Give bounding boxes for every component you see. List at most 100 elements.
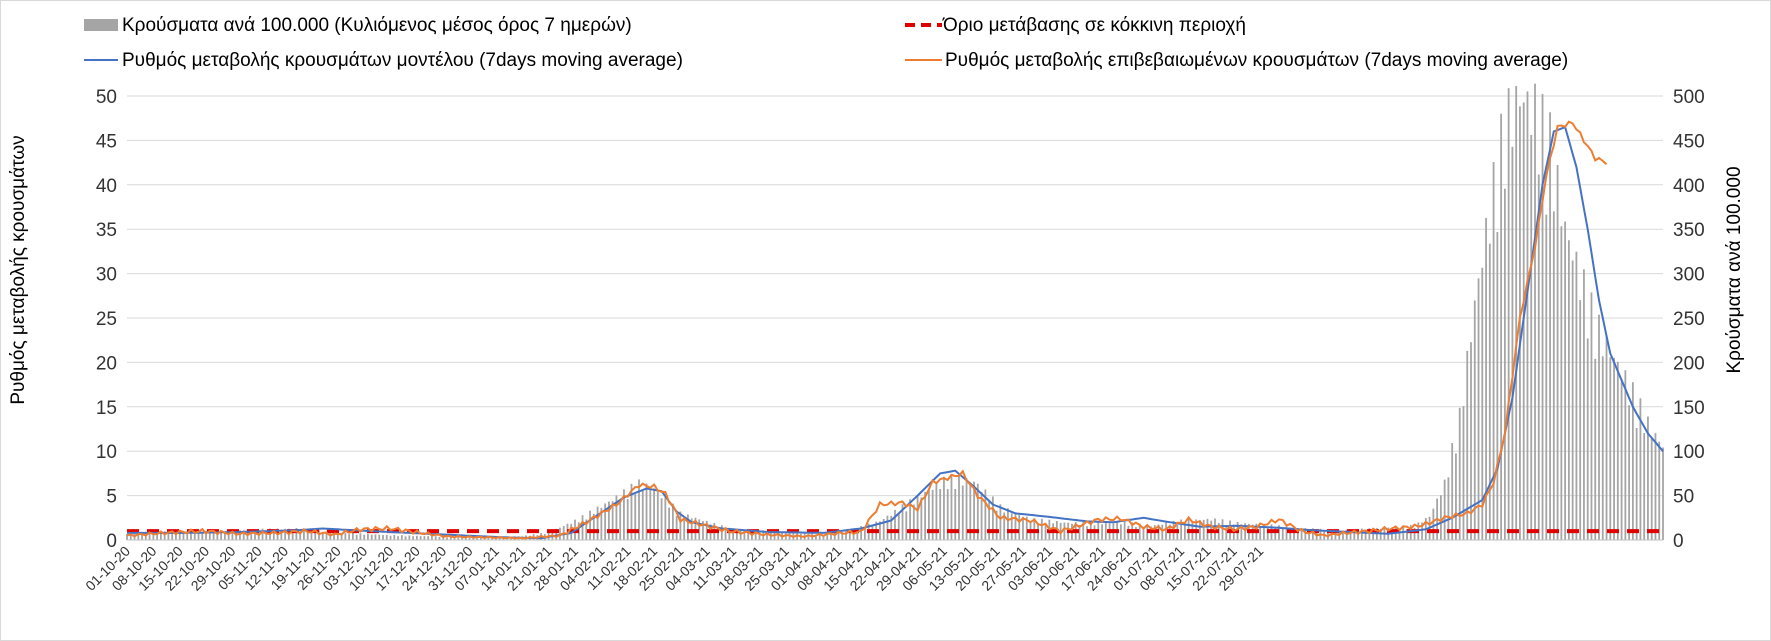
- cases-bar: [927, 490, 930, 540]
- cases-bar: [1500, 113, 1503, 541]
- cases-bar: [615, 495, 618, 540]
- y-left-tick-label: 30: [96, 265, 117, 286]
- cases-bar: [231, 531, 234, 540]
- cases-bar: [193, 531, 196, 540]
- cases-bar: [1357, 531, 1359, 540]
- cases-bar: [1545, 214, 1548, 540]
- cases-bar: [1180, 519, 1183, 540]
- cases-bar: [807, 534, 810, 540]
- cases-bar: [129, 531, 132, 540]
- cases-bar: [1033, 518, 1036, 540]
- cases-bar: [163, 531, 166, 540]
- cases-bar: [355, 534, 358, 540]
- cases-bar: [468, 537, 471, 540]
- cases-bar: [1018, 514, 1021, 540]
- cases-bar: [1643, 433, 1646, 540]
- cases-bar: [596, 506, 599, 540]
- cases-bar: [442, 536, 445, 540]
- cases-bar: [1040, 518, 1043, 540]
- cases-bar: [295, 528, 298, 540]
- cases-bar: [374, 534, 377, 540]
- cases-bar: [1567, 240, 1570, 540]
- cases-bar: [920, 497, 923, 540]
- cases-bar: [1624, 370, 1627, 540]
- cases-bar: [679, 511, 682, 540]
- cases-bar: [1564, 221, 1567, 540]
- cases-bar: [1594, 358, 1597, 540]
- cases-bar: [1590, 292, 1593, 540]
- cases-bar: [1503, 188, 1506, 541]
- cases-bar: [1266, 527, 1269, 540]
- cases-bar: [833, 532, 836, 540]
- cases-bar: [303, 528, 305, 540]
- cases-bar: [830, 533, 832, 540]
- cases-bar: [863, 527, 866, 540]
- cases-bar: [415, 535, 418, 540]
- cases-bar: [841, 532, 844, 540]
- cases-bar: [1327, 529, 1329, 540]
- cases-bar: [683, 517, 686, 540]
- cases-bar: [1583, 269, 1585, 540]
- gridlines: [127, 95, 1663, 541]
- cases-bar: [152, 532, 155, 540]
- cases-bar: [1161, 524, 1164, 540]
- cases-bar: [1022, 516, 1024, 540]
- cases-bar: [242, 530, 245, 540]
- y-right-tick-label: 50: [1673, 487, 1694, 508]
- cases-bar: [457, 536, 460, 540]
- cases-bar: [634, 494, 637, 540]
- cases-bar: [1349, 530, 1352, 540]
- cases-bar: [1123, 521, 1126, 540]
- cases-bar: [1541, 93, 1544, 541]
- cases-bar: [1044, 524, 1047, 540]
- cases-bar: [423, 536, 426, 540]
- cases-bar: [671, 503, 674, 540]
- cases-bar: [1421, 522, 1423, 540]
- cases-bar: [995, 510, 998, 540]
- cases-bars: [126, 83, 1664, 541]
- cases-bar: [924, 491, 927, 540]
- cases-bar: [961, 485, 964, 540]
- cases-bar: [1082, 521, 1085, 540]
- legend-label-model-rate: Ρυθμός μεταβολής κρουσμάτων μοντέλου (7d…: [122, 50, 683, 71]
- cases-bar: [905, 511, 908, 540]
- cases-bar: [826, 533, 829, 540]
- cases-bar: [950, 474, 953, 540]
- cases-bar: [201, 531, 204, 540]
- cases-bar: [999, 504, 1002, 540]
- cases-bar: [333, 532, 335, 540]
- cases-bar: [159, 532, 162, 540]
- cases-bar: [378, 534, 381, 540]
- y-left-tick-label: 0: [106, 531, 117, 552]
- y-right-ticks: 0 50 100 150 200 250 300 350 400 450 500: [1673, 87, 1705, 552]
- cases-bar: [1477, 278, 1480, 540]
- cases-bar: [1609, 357, 1612, 540]
- cases-bar: [434, 536, 437, 540]
- cases-bar: [1481, 267, 1484, 540]
- cases-bar: [818, 533, 821, 540]
- cases-bar: [186, 531, 189, 540]
- cases-bar: [698, 519, 701, 540]
- cases-bar: [291, 529, 294, 540]
- y-left-tick-label: 45: [96, 131, 117, 152]
- cases-bar: [1473, 300, 1476, 540]
- cases-bar: [758, 531, 761, 540]
- cases-bar: [1406, 528, 1408, 540]
- cases-bar: [389, 535, 392, 540]
- cases-bar: [167, 533, 170, 540]
- cases-bar: [348, 534, 351, 540]
- cases-bar: [1451, 443, 1454, 540]
- legend: Κρούσματα ανά 100.000 (Κυλιόμενος μέσος …: [84, 15, 1568, 71]
- cases-bar: [325, 531, 328, 540]
- legend-item-model-rate: Ρυθμός μεταβολής κρουσμάτων μοντέλου (7d…: [84, 50, 683, 71]
- cases-bar: [340, 533, 343, 540]
- cases-bar: [1466, 350, 1469, 540]
- cases-bar: [351, 532, 354, 540]
- cases-bar: [777, 531, 780, 540]
- cases-bar: [400, 535, 403, 540]
- cases-bar: [1296, 527, 1299, 540]
- cases-bar: [1379, 528, 1382, 540]
- cases-bar: [212, 530, 215, 540]
- cases-bar: [912, 504, 915, 540]
